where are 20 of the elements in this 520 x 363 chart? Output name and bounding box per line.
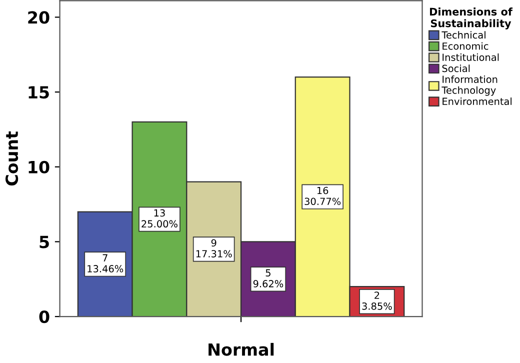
- legend-title: Dimensions of Sustainability: [430, 8, 513, 30]
- y-tick-label: 15: [28, 86, 49, 99]
- y-tick-label: 10: [28, 160, 50, 174]
- y-tick-label: 5: [40, 236, 49, 248]
- data-label: 2 3.85%: [362, 292, 392, 310]
- legend-label: Economic: [442, 42, 488, 50]
- data-label: 9 17.31%: [196, 239, 232, 258]
- y-tick-label: 0: [39, 310, 50, 324]
- legend-label: Institutional: [442, 53, 499, 61]
- data-label: 16 30.77%: [304, 186, 341, 206]
- legend-label: Social: [442, 64, 470, 72]
- y-axis-title: Count: [5, 131, 18, 186]
- x-tick-label: Normal: [208, 342, 274, 356]
- y-tick-label: 20: [28, 11, 50, 24]
- data-label: 7 13.46%: [88, 254, 124, 272]
- data-label: 13 25.00%: [142, 209, 178, 228]
- legend-label: Environmental: [442, 98, 512, 106]
- data-label: 5 9.62%: [253, 269, 284, 288]
- legend-label: Technical: [442, 31, 486, 39]
- legend-label: Information Technology: [442, 75, 498, 96]
